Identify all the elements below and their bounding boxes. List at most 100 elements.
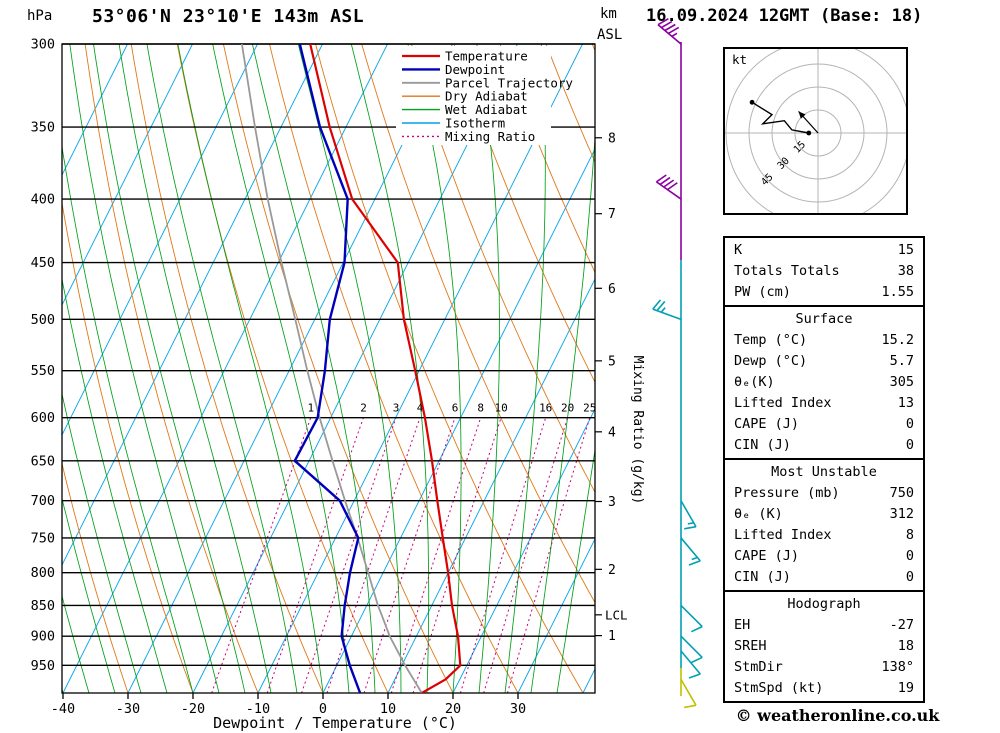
stat-value: -27	[889, 617, 914, 633]
svg-text:2: 2	[360, 402, 367, 415]
svg-text:950: 950	[31, 658, 55, 674]
mixing-ratio-value-labels: 1 2 3 4 6 8 10 16 20 25	[307, 402, 596, 415]
svg-text:6: 6	[452, 402, 459, 415]
table-row: Totals Totals 38	[725, 261, 923, 282]
wind-barb	[680, 650, 701, 679]
stat-label: Pressure (mb)	[734, 485, 840, 501]
legend-label: Dewpoint	[445, 62, 505, 77]
stat-label: Dewp (°C)	[734, 353, 808, 369]
svg-text:750: 750	[31, 530, 55, 546]
stat-label: Temp (°C)	[734, 332, 808, 348]
wind-barb	[652, 299, 682, 321]
wind-barb-column	[652, 18, 703, 709]
altitude-unit-km: km	[600, 6, 617, 22]
stat-label: StmDir	[734, 659, 783, 675]
stat-label: PW (cm)	[734, 284, 791, 300]
table-row: SREH 18	[725, 636, 923, 657]
stat-value: 38	[897, 263, 914, 279]
stat-value: 19	[897, 680, 914, 696]
temperature-profile-line	[309, 44, 462, 693]
table-row: K 15	[725, 240, 923, 261]
table-row: StmSpd (kt) 19	[725, 678, 923, 699]
hodograph-ring	[794, 109, 842, 157]
hodograph-panel: 15 30 45 kt	[723, 47, 908, 215]
run-datetime: 16.09.2024 12GMT (Base: 18)	[646, 6, 923, 26]
svg-text:-20: -20	[181, 701, 205, 717]
table-row: Temp (°C) 15.2	[725, 330, 923, 351]
svg-text:550: 550	[31, 363, 55, 379]
stat-value: 0	[905, 548, 914, 564]
hodograph-point	[749, 99, 755, 105]
stats-section-header: Most Unstable	[771, 464, 877, 480]
table-row: EH -27	[725, 615, 923, 636]
svg-text:850: 850	[31, 598, 55, 614]
svg-text:8: 8	[477, 402, 484, 415]
wind-barb	[655, 174, 682, 200]
stats-section: Surface Temp (°C) 15.2 Dewp (°C) 5.7 θₑ(K) 305…	[725, 305, 923, 458]
sounding-indices-table: K 15 Totals Totals 38 PW (cm) 1.55 Surface Temp…	[723, 236, 925, 703]
svg-text:500: 500	[31, 312, 55, 328]
stat-value: 15	[897, 242, 914, 258]
svg-text:-40: -40	[51, 701, 75, 717]
svg-text:800: 800	[31, 565, 55, 581]
table-row: Lifted Index 13	[725, 393, 923, 414]
svg-text:10: 10	[494, 402, 507, 415]
stat-value: 0	[905, 569, 914, 585]
stat-label: CAPE (J)	[734, 548, 800, 564]
svg-text:7: 7	[608, 207, 616, 222]
hodograph-ring	[771, 86, 865, 180]
svg-text:4: 4	[417, 402, 424, 415]
table-row: StmDir 138°	[725, 657, 923, 678]
svg-text:10: 10	[380, 701, 396, 717]
table-row: Lifted Index 8	[725, 525, 923, 546]
parcel-trajectory-line	[241, 44, 423, 693]
wind-barb	[680, 635, 703, 664]
pressure-unit-label: hPa	[27, 8, 53, 24]
svg-text:400: 400	[31, 192, 55, 208]
stats-section: Hodograph EH -27 SREH 18 StmDir 138° StmSpd (kt…	[725, 590, 923, 701]
altitude-axis-labels: 1 2 3 4 5 6 7 8 LCL	[595, 131, 628, 644]
legend-label: Wet Adiabat	[445, 102, 528, 117]
hodograph-ring-label: 15	[792, 139, 808, 155]
svg-text:25: 25	[583, 402, 596, 415]
table-row: CAPE (J) 0	[725, 414, 923, 435]
stat-value: 0	[905, 437, 914, 453]
svg-text:20: 20	[445, 701, 461, 717]
x-axis-label: Dewpoint / Temperature (°C)	[213, 714, 457, 732]
hodograph-trace	[751, 101, 809, 134]
wind-barb	[680, 678, 697, 709]
copyright-text: © weatheronline.co.uk	[735, 706, 940, 725]
stat-value: 18	[897, 638, 914, 654]
stat-value: 312	[889, 506, 914, 522]
stat-label: CIN (J)	[734, 569, 791, 585]
svg-text:4: 4	[608, 425, 616, 440]
wind-barb	[680, 537, 701, 566]
stat-label: Lifted Index	[734, 395, 832, 411]
lcl-label: LCL	[605, 607, 628, 622]
stat-label: Totals Totals	[734, 263, 840, 279]
legend-label: Temperature	[445, 49, 528, 64]
hodograph-ring	[748, 63, 888, 203]
stat-value: 8	[905, 527, 914, 543]
station-title: 53°06'N 23°10'E 143m ASL	[92, 6, 365, 27]
legend-label: Mixing Ratio	[445, 129, 535, 144]
table-row: Pressure (mb) 750	[725, 483, 923, 504]
legend-label: Dry Adiabat	[445, 89, 528, 104]
legend-label: Isotherm	[445, 116, 505, 131]
stat-value: 0	[905, 416, 914, 432]
svg-text:20: 20	[561, 402, 574, 415]
stat-label: StmSpd (kt)	[734, 680, 824, 696]
table-row: CIN (J) 0	[725, 567, 923, 588]
svg-text:1: 1	[608, 629, 616, 644]
hodograph-point	[806, 130, 812, 136]
mixing-ratio-axis-label: Mixing Ratio (g/kg)	[630, 356, 645, 505]
svg-text:16: 16	[539, 402, 552, 415]
stats-section-header: Hodograph	[787, 596, 861, 612]
stat-value: 305	[889, 374, 914, 390]
stat-label: SREH	[734, 638, 767, 654]
stat-label: EH	[734, 617, 751, 633]
svg-text:6: 6	[608, 282, 616, 297]
